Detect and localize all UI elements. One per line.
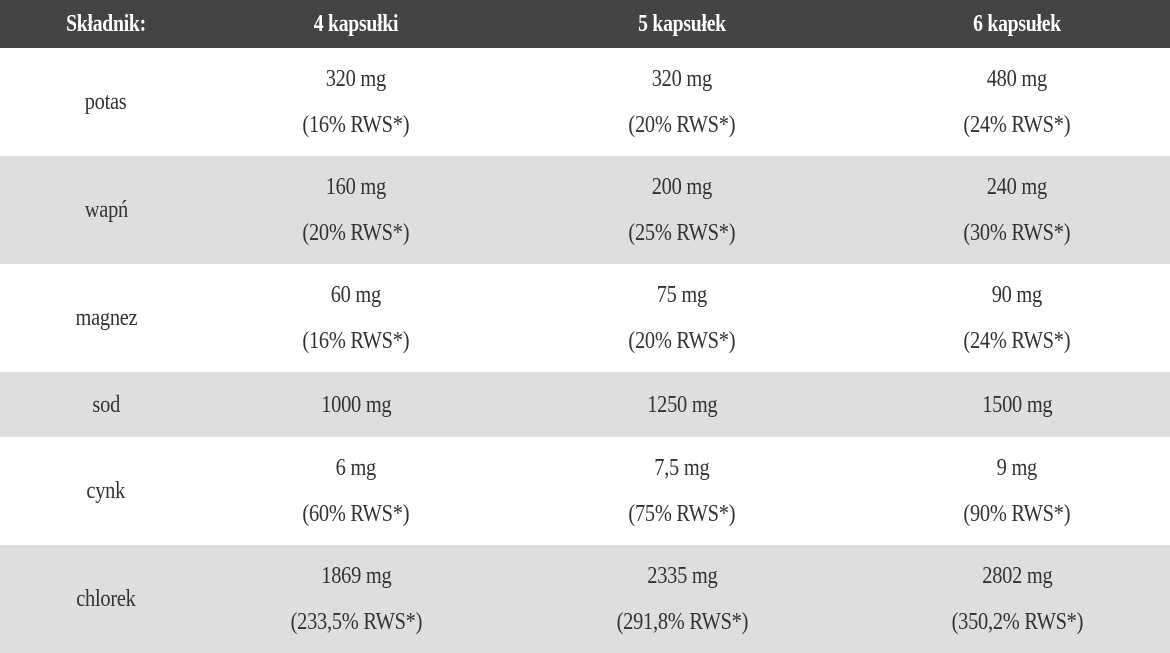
table-row: wapń 160 mg (20% RWS*) 200 mg (25% RWS*) 2… <box>0 156 1170 264</box>
cell-5-capsules: 320 mg (20% RWS*) <box>500 48 864 156</box>
rws: (291,8% RWS*) <box>616 609 748 635</box>
cell-5-capsules: 200 mg (25% RWS*) <box>500 156 864 264</box>
rws: (60% RWS*) <box>302 501 410 527</box>
rws: (20% RWS*) <box>628 112 736 138</box>
amount: 1500 mg <box>981 391 1053 418</box>
amount: 1869 mg <box>320 563 392 589</box>
amount: 1250 mg <box>646 391 718 418</box>
table-row: potas 320 mg (16% RWS*) 320 mg (20% RWS*) … <box>0 48 1170 156</box>
cell-5-capsules: 7,5 mg (75% RWS*) <box>500 437 864 545</box>
cell-5-capsules: 75 mg (20% RWS*) <box>500 264 864 372</box>
ingredient-label: wapń <box>84 197 128 223</box>
amount: 9 mg <box>996 455 1038 481</box>
table-row: chlorek 1869 mg (233,5% RWS*) 2335 mg (291… <box>0 545 1170 653</box>
header-5-capsules: 5 kapsułek <box>638 10 726 37</box>
amount: 60 mg <box>330 282 382 308</box>
cell-6-capsules: 2802 mg (350,2% RWS*) <box>864 545 1170 653</box>
cell-4-capsules: 1000 mg <box>212 372 500 437</box>
cell-5-capsules: 1250 mg <box>500 372 864 437</box>
rws: (30% RWS*) <box>963 220 1071 246</box>
ingredient-label: potas <box>85 89 127 115</box>
cell-6-capsules: 90 mg (24% RWS*) <box>864 264 1170 372</box>
ingredient-label: sod <box>92 391 120 418</box>
amount: 200 mg <box>651 174 713 200</box>
amount: 90 mg <box>991 282 1043 308</box>
rws: (233,5% RWS*) <box>290 609 422 635</box>
cell-4-capsules: 160 mg (20% RWS*) <box>212 156 500 264</box>
rws: (20% RWS*) <box>302 220 410 246</box>
cell-6-capsules: 480 mg (24% RWS*) <box>864 48 1170 156</box>
rws: (75% RWS*) <box>628 501 736 527</box>
rws: (350,2% RWS*) <box>951 609 1083 635</box>
cell-4-capsules: 60 mg (16% RWS*) <box>212 264 500 372</box>
ingredient-name: magnez <box>0 264 212 372</box>
header-ingredient: Składnik: <box>66 10 146 37</box>
ingredient-name: potas <box>0 48 212 156</box>
header-6-capsules: 6 kapsułek <box>973 10 1061 37</box>
cell-5-capsules: 2335 mg (291,8% RWS*) <box>500 545 864 653</box>
amount: 7,5 mg <box>654 455 710 481</box>
amount: 480 mg <box>986 66 1048 92</box>
cell-6-capsules: 9 mg (90% RWS*) <box>864 437 1170 545</box>
ingredient-name: chlorek <box>0 545 212 653</box>
ingredient-name: sod <box>0 372 212 437</box>
amount: 2335 mg <box>646 563 718 589</box>
cell-4-capsules: 6 mg (60% RWS*) <box>212 437 500 545</box>
rws: (24% RWS*) <box>963 328 1071 354</box>
table-row: cynk 6 mg (60% RWS*) 7,5 mg (75% RWS*) 9 m… <box>0 437 1170 545</box>
cell-4-capsules: 1869 mg (233,5% RWS*) <box>212 545 500 653</box>
cell-4-capsules: 320 mg (16% RWS*) <box>212 48 500 156</box>
amount: 240 mg <box>986 174 1048 200</box>
ingredient-name: wapń <box>0 156 212 264</box>
amount: 160 mg <box>325 174 387 200</box>
amount: 75 mg <box>656 282 708 308</box>
table-row: magnez 60 mg (16% RWS*) 75 mg (20% RWS*) 9… <box>0 264 1170 372</box>
ingredient-label: magnez <box>75 305 137 331</box>
rws: (25% RWS*) <box>628 220 736 246</box>
table-row: sod 1000 mg 1250 mg 1500 mg <box>0 372 1170 437</box>
rws: (16% RWS*) <box>302 112 410 138</box>
rws: (20% RWS*) <box>628 328 736 354</box>
rws: (16% RWS*) <box>302 328 410 354</box>
ingredient-name: cynk <box>0 437 212 545</box>
ingredient-label: cynk <box>86 478 126 504</box>
amount: 6 mg <box>335 455 377 481</box>
rws: (24% RWS*) <box>963 112 1071 138</box>
table-body: potas 320 mg (16% RWS*) 320 mg (20% RWS*) … <box>0 48 1170 653</box>
header-4-capsules: 4 kapsułki <box>313 10 399 37</box>
table-header: Składnik: 4 kapsułki 5 kapsułek 6 kapsuł… <box>0 0 1170 48</box>
rws: (90% RWS*) <box>963 501 1071 527</box>
amount: 320 mg <box>651 66 713 92</box>
cell-6-capsules: 1500 mg <box>864 372 1170 437</box>
header-row: Składnik: 4 kapsułki 5 kapsułek 6 kapsuł… <box>0 0 1170 48</box>
ingredient-label: chlorek <box>76 586 136 612</box>
cell-6-capsules: 240 mg (30% RWS*) <box>864 156 1170 264</box>
amount: 320 mg <box>325 66 387 92</box>
amount: 2802 mg <box>981 563 1053 589</box>
amount: 1000 mg <box>320 391 392 418</box>
